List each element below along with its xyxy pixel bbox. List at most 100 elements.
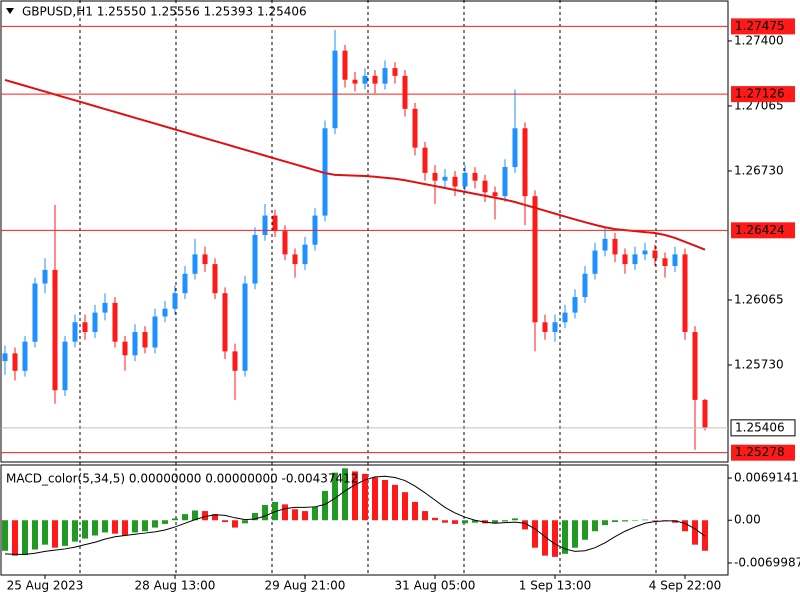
x-tick-label: 29 Aug 21:00 (265, 579, 346, 593)
level-label-box (731, 222, 795, 239)
macd-bar (532, 520, 538, 548)
macd-bar (232, 520, 238, 528)
candle-body (622, 254, 628, 265)
candle-body (512, 128, 518, 168)
macd-bar (82, 520, 88, 539)
candle-body (352, 79, 358, 84)
macd-bar (142, 520, 148, 532)
level-label-box (731, 444, 795, 461)
macd-bar (132, 520, 138, 533)
x-tick-label: 4 Sep 22:00 (649, 579, 721, 593)
candle-body (262, 215, 268, 235)
macd-bar (612, 520, 618, 523)
macd-bar (502, 520, 508, 522)
macd-bar (412, 501, 418, 521)
candle-body (662, 258, 668, 267)
candle-body (222, 293, 228, 352)
candle-body (342, 50, 348, 80)
macd-bar (362, 473, 368, 521)
macd-bar (432, 517, 438, 521)
level-label-box (731, 18, 795, 35)
macd-bar (472, 520, 478, 523)
macd-bar (542, 520, 548, 556)
candle-body (322, 128, 328, 216)
macd-bar (122, 520, 128, 536)
macd-bar (672, 520, 678, 523)
candle-body (332, 50, 338, 129)
macd-bar (452, 520, 458, 524)
candle-body (232, 351, 238, 371)
y-tick-label: 1.25730 (734, 357, 784, 371)
candle-body (652, 250, 658, 259)
candle-body (572, 297, 578, 313)
candle-body (252, 234, 258, 284)
macd-bar (582, 520, 588, 540)
macd-bar (352, 471, 358, 521)
macd-bar (102, 520, 108, 533)
y-tick-label: 1.26065 (734, 292, 784, 306)
candle-body (42, 269, 48, 284)
candle-body (2, 353, 8, 362)
candle-body (642, 250, 648, 255)
candle-body (52, 269, 58, 391)
x-tick-label: 31 Aug 05:00 (395, 579, 476, 593)
candle-body (472, 172, 478, 181)
macd-bar (272, 501, 278, 521)
candle-body (162, 308, 168, 317)
candle-body (692, 331, 698, 400)
macd-bar (442, 520, 448, 523)
moving-average (4, 78, 706, 251)
macd-bar (572, 520, 578, 548)
macd-bar (692, 520, 698, 545)
candle-body (72, 322, 78, 342)
macd-bar (622, 520, 628, 522)
candle-body (112, 302, 118, 342)
macd-bar (292, 509, 298, 521)
macd-signal (4, 475, 706, 555)
level-label: 1.27475 (735, 19, 785, 33)
macd-bar (162, 520, 168, 524)
macd-bar (222, 520, 228, 523)
candle-body (402, 75, 408, 109)
candle-body (522, 128, 528, 197)
macd-bar (492, 520, 498, 524)
current-price-label: 1.25406 (735, 420, 785, 434)
plot-layer (2, 29, 708, 557)
candle-body (632, 254, 638, 265)
candle-body (542, 322, 548, 332)
candle-body (182, 273, 188, 294)
level-label: 1.27126 (735, 87, 785, 101)
candle-body (382, 68, 388, 84)
candle-body (372, 75, 378, 84)
macd-bar (212, 514, 218, 521)
macd-bar (402, 492, 408, 521)
candle-body (172, 293, 178, 309)
candle-body (462, 172, 468, 187)
candle-body (152, 316, 158, 348)
macd-bar (2, 520, 8, 551)
macd-bar (312, 506, 318, 521)
macd-bar (372, 477, 378, 521)
macd-bar (52, 520, 58, 548)
macd-bar (522, 520, 528, 530)
candle-body (242, 283, 248, 371)
candle-body (92, 312, 98, 332)
y-tick-label: 1.26730 (734, 163, 784, 177)
macd-bar (112, 520, 118, 534)
macd-bar (262, 504, 268, 521)
macd-bar (242, 520, 248, 524)
menu-triangle[interactable] (6, 8, 14, 14)
candle-body (592, 250, 598, 274)
macd-bar (22, 520, 28, 556)
candle-body (212, 264, 218, 294)
y-tick-label: 1.27400 (734, 33, 784, 47)
candle-body (442, 176, 448, 181)
macd-title: MACD_color(5,34,5) 0.00000000 0.00000000… (6, 472, 358, 486)
macd-bar (642, 519, 648, 521)
candle-body (392, 68, 398, 76)
candle-body (452, 176, 458, 187)
macd-bar (462, 520, 468, 524)
